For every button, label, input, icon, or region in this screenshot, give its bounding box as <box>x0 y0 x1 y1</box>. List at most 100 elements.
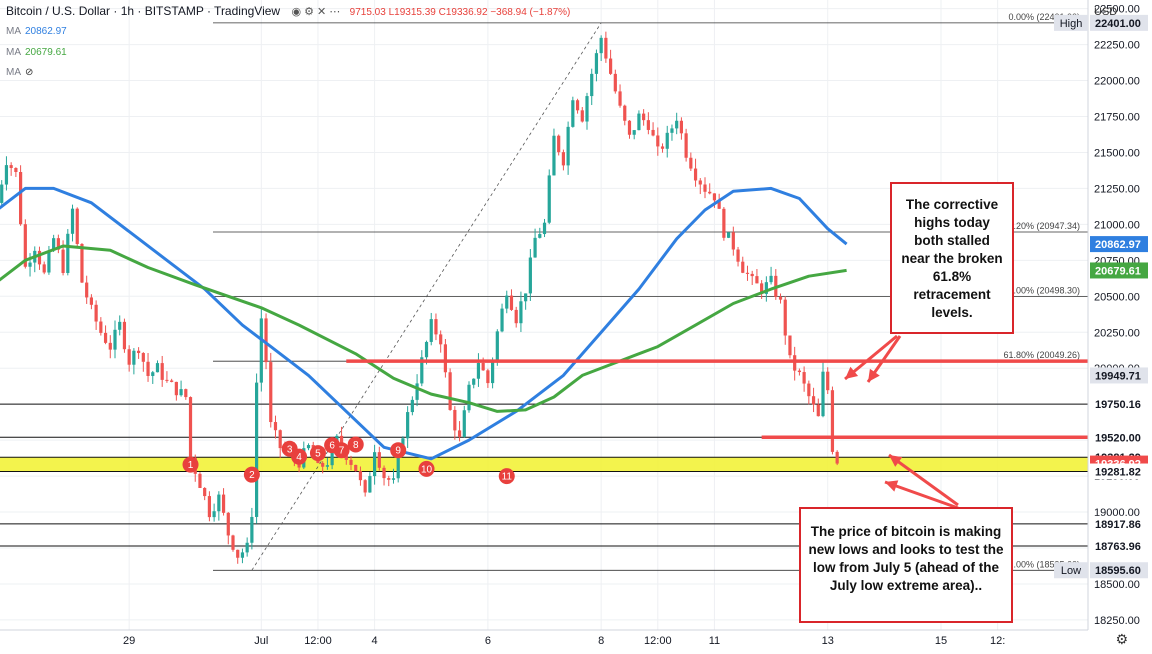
candle <box>42 261 46 275</box>
arrow-shaft <box>884 480 959 510</box>
candle-body <box>590 73 594 97</box>
x-tick-label: 12:00 <box>304 635 332 647</box>
candle-body <box>741 261 745 273</box>
candle <box>783 296 787 345</box>
callout-arrows <box>844 334 959 510</box>
y-tick-label: 21750.00 <box>1094 112 1140 124</box>
candle-body <box>406 412 410 439</box>
candle <box>70 204 75 242</box>
candle <box>420 350 424 387</box>
currency-label[interactable]: USD <box>1094 6 1118 18</box>
ma-label: MA <box>6 47 21 58</box>
price-labels: 22401.00 High 20862.97 20679.61 19949.71 1975… <box>1054 14 1148 579</box>
settings-gear-icon[interactable]: ⚙ <box>1115 631 1128 647</box>
candle <box>410 396 414 416</box>
candle-body <box>665 132 669 149</box>
candle <box>835 450 839 466</box>
candle <box>184 388 188 400</box>
candle-body <box>321 462 325 467</box>
candle <box>439 330 443 353</box>
candle-body <box>0 184 4 203</box>
candle-body <box>429 319 433 342</box>
candle-body <box>377 452 381 468</box>
ma-legend-2[interactable]: MA 20679.61 <box>6 47 67 58</box>
candle-body <box>552 135 556 176</box>
candle-body <box>627 120 632 135</box>
marker-11: 11 <box>498 468 515 485</box>
marker-label: 5 <box>315 449 321 460</box>
candle-body <box>325 465 329 467</box>
candle <box>703 177 707 199</box>
candle-body <box>788 335 792 356</box>
y-tick-label: 20250.00 <box>1094 327 1140 339</box>
x-tick-label: 8 <box>598 635 604 647</box>
candle-body <box>42 264 46 273</box>
y-tick-label: 18500.00 <box>1094 579 1140 591</box>
symbol-title[interactable]: Bitcoin / U.S. Dollar · 1h · BITSTAMP · … <box>6 4 281 18</box>
eye-icon[interactable]: ◉ ⚙ ✕ ⋯ <box>291 6 341 18</box>
x-tick-label: 4 <box>372 635 378 647</box>
price-label-text: 20679.61 <box>1095 265 1141 277</box>
candle-body <box>750 273 754 277</box>
candle <box>373 444 377 485</box>
candle-body <box>75 208 79 244</box>
candle-body <box>656 135 660 147</box>
candle <box>118 315 122 336</box>
candle-body <box>500 308 504 332</box>
candle-body <box>61 249 65 273</box>
marker-10: 10 <box>418 460 435 477</box>
candle-body <box>533 237 537 258</box>
candle-body <box>89 297 93 305</box>
candle <box>760 280 764 299</box>
candle-body <box>689 157 693 169</box>
marker-8: 8 <box>347 436 364 453</box>
candle <box>552 128 556 176</box>
candle-body <box>835 451 839 464</box>
marker-4: 4 <box>291 448 308 465</box>
candle-body <box>745 272 750 274</box>
candle-body <box>509 295 514 310</box>
candle <box>429 312 433 346</box>
candle <box>80 243 84 284</box>
candle-body <box>557 135 561 153</box>
y-tick-label: 18250.00 <box>1094 615 1140 627</box>
marker-circle <box>243 466 260 483</box>
candle-body <box>613 73 617 92</box>
ma-legend-1[interactable]: MA 20862.97 <box>6 26 67 37</box>
eye-off-icon[interactable]: ⊘ <box>25 67 34 78</box>
candle-body <box>599 37 603 54</box>
candle-body <box>755 276 759 284</box>
candle <box>457 421 462 442</box>
candle-body <box>453 409 457 431</box>
candle-body <box>146 361 150 376</box>
candle <box>141 352 145 372</box>
candle-body <box>113 329 117 350</box>
candle <box>278 429 282 458</box>
candle <box>505 290 509 314</box>
red-arrow <box>844 334 898 381</box>
candle-body <box>306 445 311 449</box>
candle-body <box>221 494 226 513</box>
candle <box>590 68 594 106</box>
candle <box>675 112 679 135</box>
price-tag-bg <box>1054 562 1088 579</box>
candle <box>122 318 127 353</box>
candle <box>19 165 23 226</box>
candle <box>623 104 627 126</box>
candle <box>146 353 150 382</box>
candle-body <box>547 175 551 223</box>
price-label-bg <box>1090 463 1148 480</box>
candle <box>613 69 617 94</box>
price-axis[interactable]: 18250.0018500.0018750.0019000.0019250.00… <box>1087 0 1140 630</box>
candle-body <box>712 193 717 201</box>
arrow-shaft <box>888 453 959 507</box>
candle-body <box>14 168 18 173</box>
candle <box>750 270 754 285</box>
ma-legend-3[interactable]: MA ⊘ <box>6 67 33 78</box>
y-tick-label: 20500.00 <box>1094 291 1140 303</box>
time-axis[interactable]: 29 Jul 12:00 4 6 8 12:00 11 13 15 12: <box>0 629 1088 647</box>
candle-body <box>373 452 377 477</box>
candle <box>0 180 4 209</box>
candle <box>599 35 603 62</box>
